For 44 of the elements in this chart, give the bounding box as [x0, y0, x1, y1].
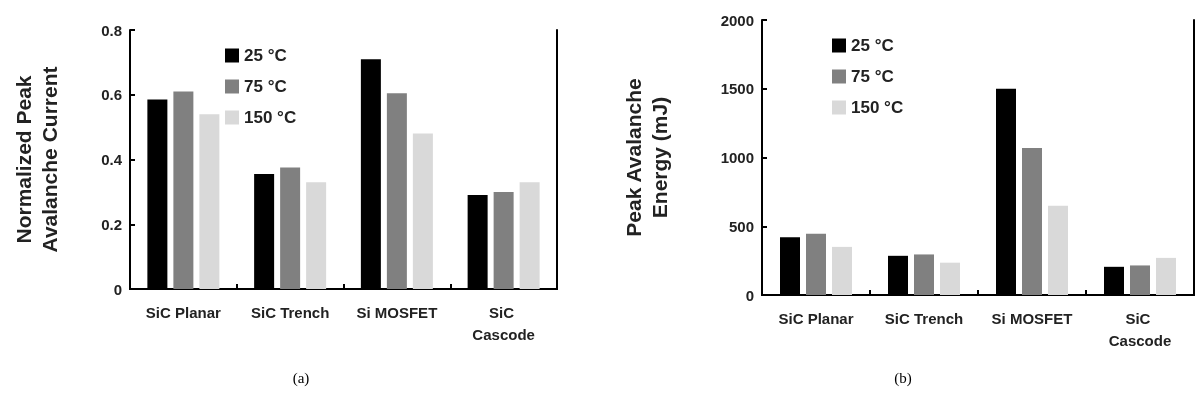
y-axis-title: Normalized Peak Avalanche Current [11, 66, 61, 253]
bar [519, 182, 540, 289]
bar [493, 191, 514, 289]
x-tick-label: SiC Trench [884, 309, 964, 327]
x-tick-label: Si MOSFET [991, 309, 1073, 327]
bar [199, 114, 220, 289]
bar [280, 167, 301, 289]
bar [306, 182, 327, 289]
bar [1156, 257, 1176, 295]
y-tick-label: 500 [728, 217, 754, 235]
bar [1022, 147, 1042, 295]
legend-label: 25 °C [244, 46, 287, 65]
bar [1130, 265, 1150, 295]
legend-label: 75 °C [851, 67, 894, 86]
y-tick-label: 0.6 [101, 86, 122, 104]
bar [940, 262, 960, 295]
y-tick-label: 2000 [720, 11, 754, 29]
x-tick-label: SiC Cascode [1108, 309, 1172, 349]
x-tick-label: SiC Cascode [472, 303, 535, 343]
y-tick-label: 0.8 [101, 21, 122, 39]
bar [173, 91, 194, 289]
bar [914, 254, 934, 295]
y-tick-label: 0.2 [101, 215, 122, 233]
text: (b) [894, 369, 912, 387]
legend-label: 75 °C [244, 77, 287, 96]
bar [412, 133, 433, 289]
bar [806, 233, 826, 295]
y-tick-label: 0 [113, 280, 122, 298]
x-tick-label: SiC Trench [250, 303, 330, 321]
bar [1048, 205, 1068, 295]
legend-label: 25 °C [851, 36, 894, 55]
x-tick-label: SiC Planar [778, 309, 854, 327]
x-tick-label: Si MOSFET [356, 303, 438, 321]
y-axis-title: Peak Avalanche Energy (mJ) [621, 78, 671, 237]
bar [386, 93, 407, 289]
legend-label: 150 °C [851, 98, 904, 117]
y-tick-label: 1000 [720, 149, 754, 166]
y-tick-label: 0 [745, 286, 754, 304]
x-tick-label: SiC Planar [145, 303, 222, 321]
bar [832, 246, 852, 295]
text: (a) [292, 369, 310, 387]
y-tick-label: 1500 [720, 80, 754, 98]
y-tick-label: 0.4 [101, 151, 123, 168]
legend-label: 150 °C [244, 108, 297, 127]
